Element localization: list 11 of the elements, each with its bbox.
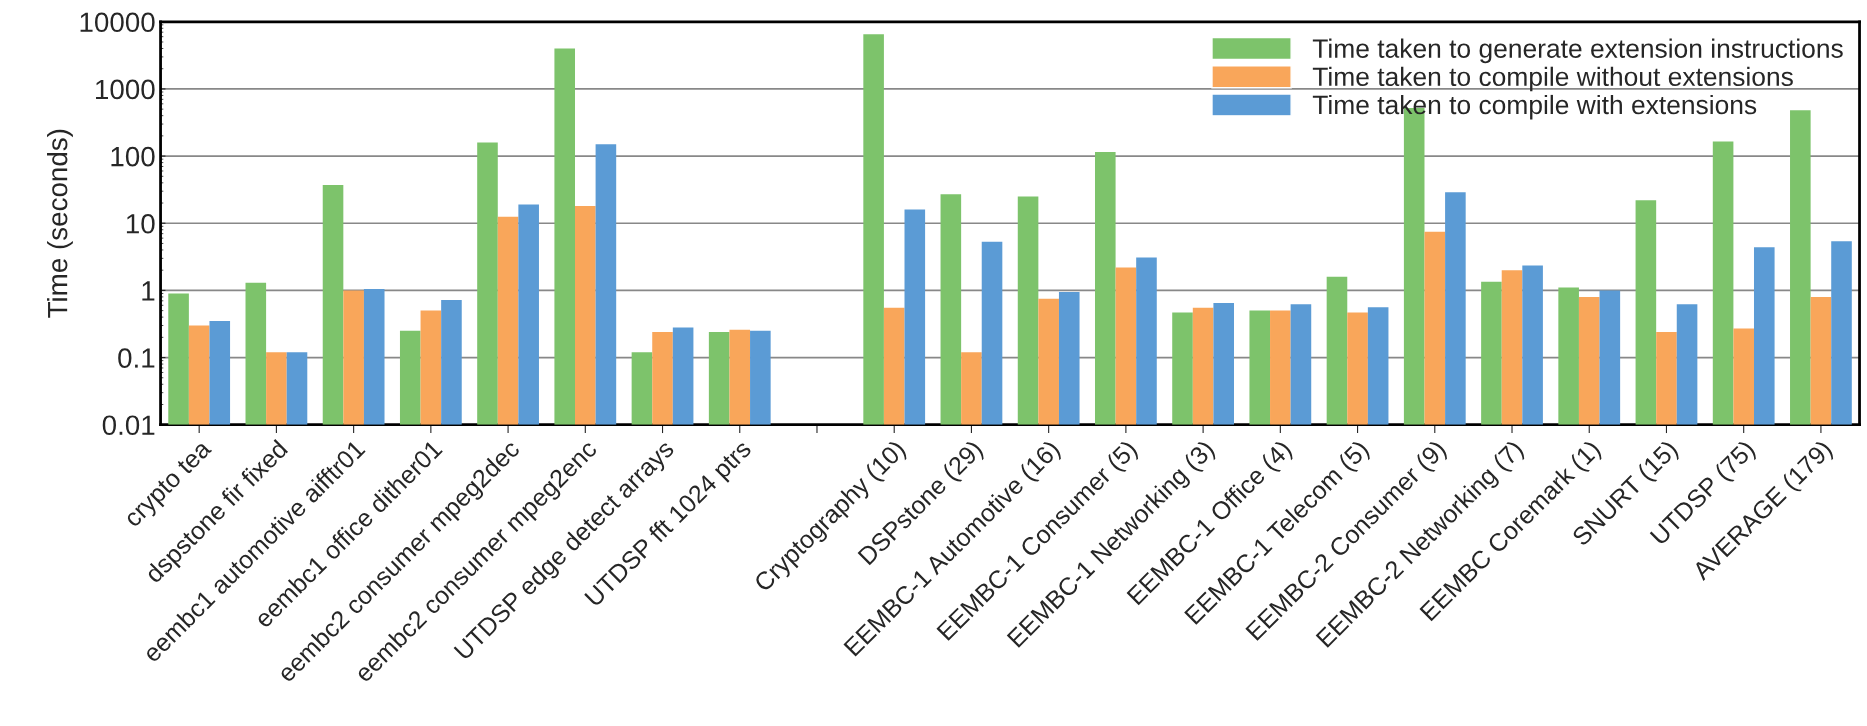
y-tick-label: 0.1 (118, 348, 155, 368)
legend-label: Time taken to compile with extensions (1312, 94, 1757, 120)
y-tick-label: 10000 (80, 12, 155, 33)
y-tick-label: 1 (142, 281, 155, 301)
y-axis-title: Time (seconds) (47, 129, 73, 318)
y-tick-label: 0.01 (102, 415, 155, 436)
y-tick-label: 100 (111, 146, 155, 167)
y-tick-label: 1000 (96, 79, 155, 100)
legend-label: Time taken to generate extension instructions (1312, 38, 1843, 64)
y-tick-label: 10 (126, 213, 155, 234)
legend-label: Time taken to compile without extensions (1312, 66, 1793, 92)
